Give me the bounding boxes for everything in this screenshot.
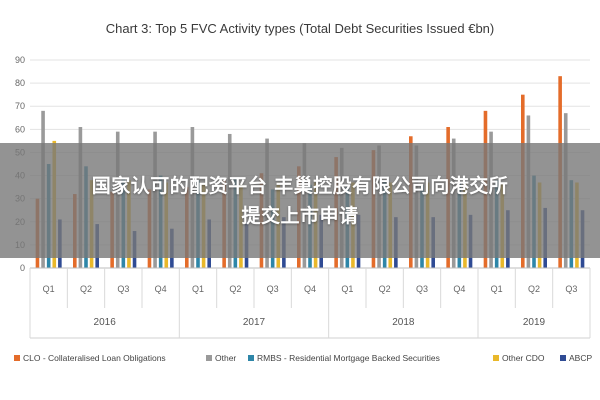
y-tick-label: 60 — [15, 124, 25, 134]
x-category-label: Q2 — [379, 284, 391, 294]
x-category-label: Q4 — [304, 284, 316, 294]
chart-title: Chart 3: Top 5 FVC Activity types (Total… — [106, 21, 495, 36]
legend-swatch — [14, 355, 20, 361]
caption-overlay: 国家认可的配资平台 丰巢控股有限公司向港交所 提交上市申请 — [0, 143, 600, 258]
x-category-label: Q2 — [528, 284, 540, 294]
legend-label: CLO - Collateralised Loan Obligations — [23, 353, 166, 363]
x-category-label: Q2 — [80, 284, 92, 294]
overlay-line-2: 提交上市申请 — [241, 204, 359, 227]
x-category-label: Q1 — [491, 284, 503, 294]
x-category-label: Q3 — [565, 284, 577, 294]
overlay-line-1: 国家认可的配资平台 丰巢控股有限公司向港交所 — [91, 174, 509, 197]
legend-swatch — [493, 355, 499, 361]
x-category-label: Q3 — [267, 284, 279, 294]
x-group-label: 2016 — [94, 317, 117, 328]
x-category-label: Q4 — [453, 284, 465, 294]
x-group-label: 2018 — [392, 317, 415, 328]
legend-label: ABCP — [569, 353, 592, 363]
x-category-label: Q1 — [43, 284, 55, 294]
legend-label: RMBS - Residential Mortgage Backed Secur… — [257, 353, 440, 363]
x-category-label: Q1 — [341, 284, 353, 294]
legend: CLO - Collateralised Loan Obligations Oth… — [14, 353, 592, 363]
x-axis: Q1 Q2 Q3 Q4 Q1 Q2 Q3 Q4 Q1 Q2 Q3 Q4 Q1 Q2 Q3 2016 2017 20… — [29, 267, 591, 339]
y-tick-label: 90 — [15, 55, 25, 65]
legend-swatch — [206, 355, 212, 361]
x-category-label: Q2 — [229, 284, 241, 294]
y-tick-label: 80 — [15, 78, 25, 88]
legend-label: Other — [215, 353, 236, 363]
y-tick-label: 0 — [20, 263, 25, 273]
x-group-label: 2017 — [243, 317, 266, 328]
x-group-label: 2019 — [523, 317, 546, 328]
legend-swatch — [560, 355, 566, 361]
x-category-label: Q4 — [155, 284, 167, 294]
x-category-label: Q1 — [192, 284, 204, 294]
legend-label: Other CDO — [502, 353, 545, 363]
y-tick-label: 70 — [15, 101, 25, 111]
x-category-label: Q3 — [416, 284, 428, 294]
legend-swatch — [248, 355, 254, 361]
x-category-label: Q3 — [117, 284, 129, 294]
